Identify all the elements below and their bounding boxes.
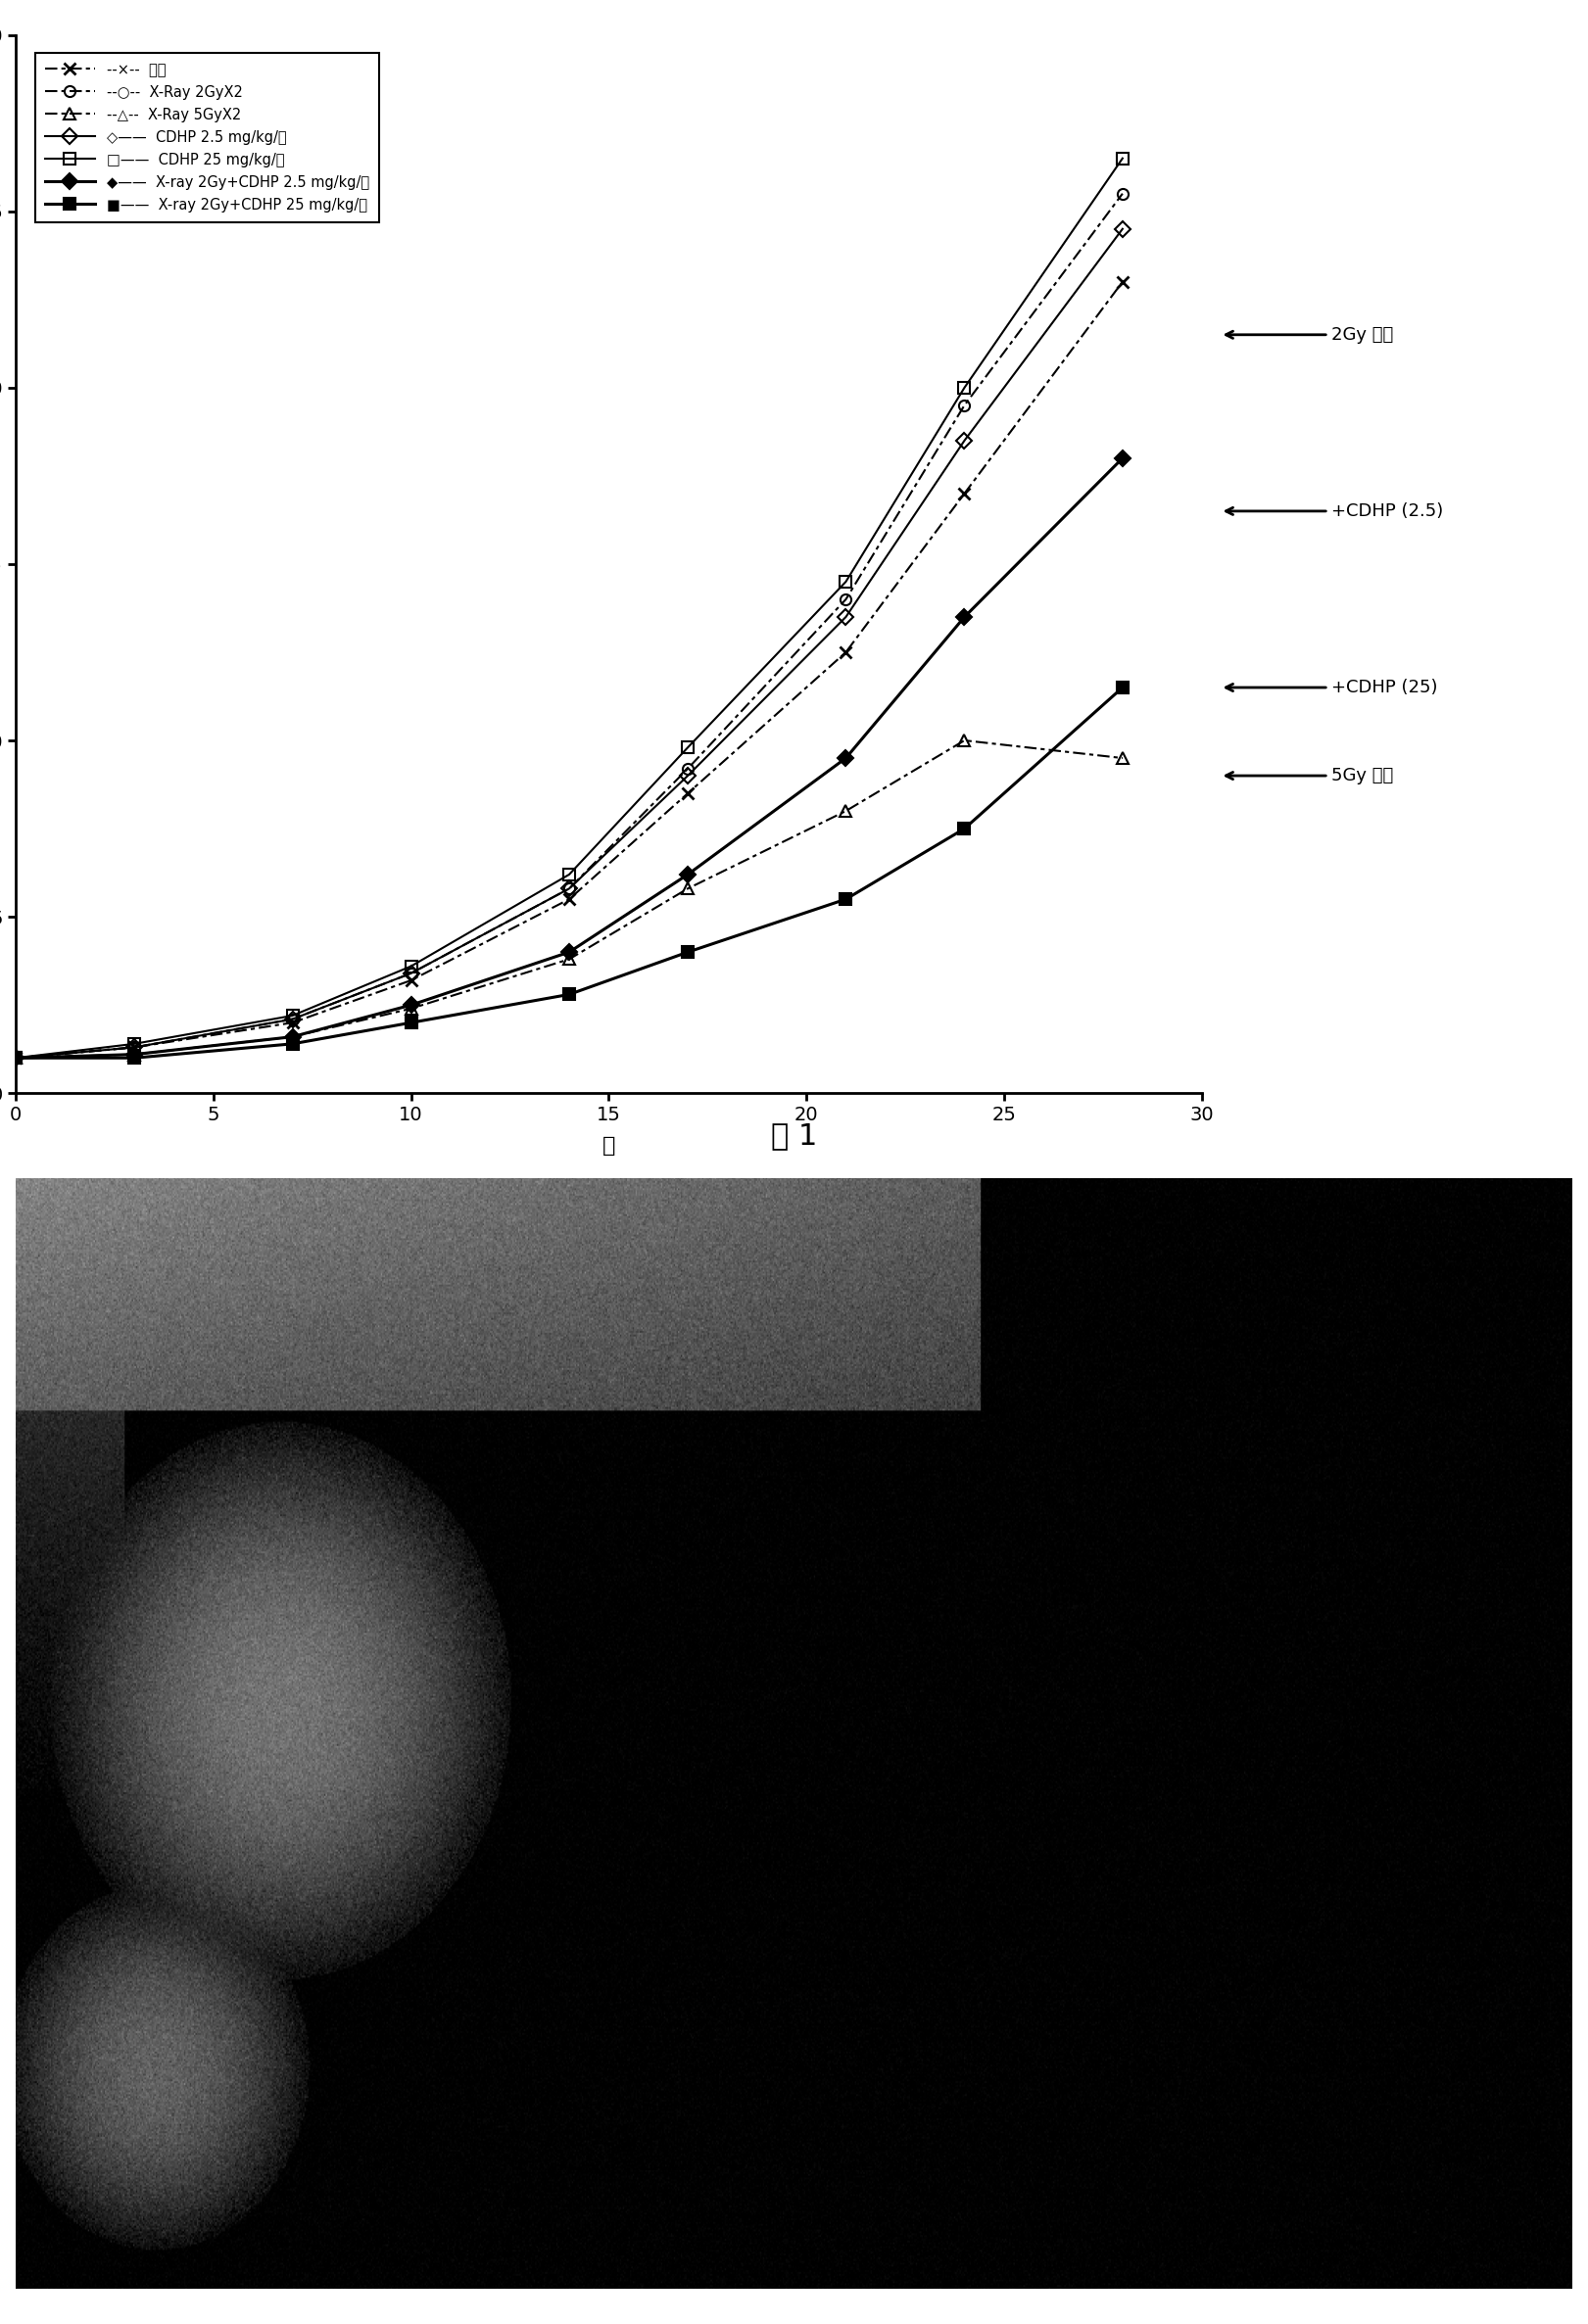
- Text: +CDHP (2.5): +CDHP (2.5): [1226, 502, 1443, 521]
- Text: 图 1: 图 1: [770, 1122, 818, 1150]
- X-axis label: 天: 天: [602, 1136, 615, 1155]
- Legend: --×--  对照, --○--  X-Ray 2GyX2, --△--  X-Ray 5GyX2, ◇——  CDHP 2.5 mg/kg/天, □——  C: --×-- 对照, --○-- X-Ray 2GyX2, --△-- X-Ray…: [35, 53, 380, 223]
- Text: +CDHP (25): +CDHP (25): [1226, 679, 1437, 697]
- Text: 5Gy 单独: 5Gy 单独: [1226, 767, 1393, 786]
- Text: 2Gy 单独: 2Gy 单独: [1226, 325, 1393, 344]
